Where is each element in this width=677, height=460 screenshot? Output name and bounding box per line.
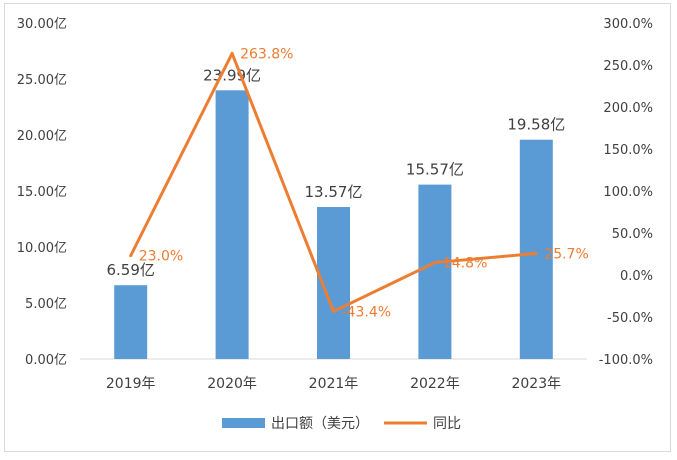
line-data-label: -43.4% xyxy=(342,304,392,320)
bar xyxy=(418,184,452,359)
right-tick-label: 250.0% xyxy=(603,59,653,74)
line-series: 23.0% 263.8% -43.4% 14.8% 25.7% xyxy=(129,46,589,320)
category-label: 2021年 xyxy=(309,376,359,392)
right-tick-label: 100.0% xyxy=(603,185,653,200)
bar-data-label: 19.58亿 xyxy=(507,116,565,134)
bar xyxy=(114,285,148,359)
line-point xyxy=(332,309,335,313)
right-tick-label: 0.0% xyxy=(620,269,653,284)
line-point xyxy=(433,261,437,265)
line-point xyxy=(129,254,133,258)
line-point xyxy=(230,51,234,55)
x-axis: 2019年 2020年 2021年 2022年 2023年 xyxy=(106,376,561,392)
line-data-label: 263.8% xyxy=(240,46,293,62)
category-label: 2020年 xyxy=(207,376,257,392)
bar-data-label: 6.59亿 xyxy=(106,261,154,279)
legend: 出口额（美元） 同比 xyxy=(222,416,461,432)
left-tick-label: 10.00亿 xyxy=(17,241,67,256)
bar-data-label: 13.57亿 xyxy=(305,183,363,201)
right-tick-label: -100.0% xyxy=(599,353,653,368)
category-label: 2019年 xyxy=(106,376,156,392)
bar-data-label: 15.57亿 xyxy=(406,161,464,179)
line-point xyxy=(534,251,538,255)
left-tick-label: 5.00亿 xyxy=(25,297,67,312)
right-axis: -100.0% -50.0% 0.0% 50.0% 100.0% 150.0% 200.0%… xyxy=(599,17,653,368)
line-data-label: 23.0% xyxy=(139,249,183,265)
bar xyxy=(519,139,553,359)
legend-line-label: 同比 xyxy=(433,416,461,432)
category-label: 2022年 xyxy=(410,376,460,392)
left-tick-label: 25.00亿 xyxy=(17,73,67,88)
left-tick-label: 20.00亿 xyxy=(17,129,67,144)
right-tick-label: 50.0% xyxy=(612,227,653,242)
legend-bar-swatch xyxy=(222,418,265,428)
bar-data-label: 23.99亿 xyxy=(203,66,261,84)
line-data-label: 14.8% xyxy=(443,256,487,272)
left-tick-label: 30.00亿 xyxy=(17,17,67,32)
right-tick-label: 200.0% xyxy=(603,101,653,116)
left-tick-label: 0.00亿 xyxy=(25,353,67,368)
left-axis: 0.00亿 5.00亿 10.00亿 15.00亿 20.00亿 25.00亿 30.00亿 xyxy=(17,17,67,368)
bar xyxy=(215,90,249,359)
right-tick-label: 300.0% xyxy=(603,17,653,32)
right-tick-label: 150.0% xyxy=(603,143,653,158)
legend-bar-label: 出口额（美元） xyxy=(271,416,369,432)
line-data-label: 25.7% xyxy=(544,246,588,262)
right-tick-label: -50.0% xyxy=(607,311,653,326)
left-tick-label: 15.00亿 xyxy=(17,185,67,200)
bar-series: 6.59亿 23.99亿 13.57亿 15.57亿 19.58亿 xyxy=(106,66,565,359)
category-label: 2023年 xyxy=(511,376,561,392)
